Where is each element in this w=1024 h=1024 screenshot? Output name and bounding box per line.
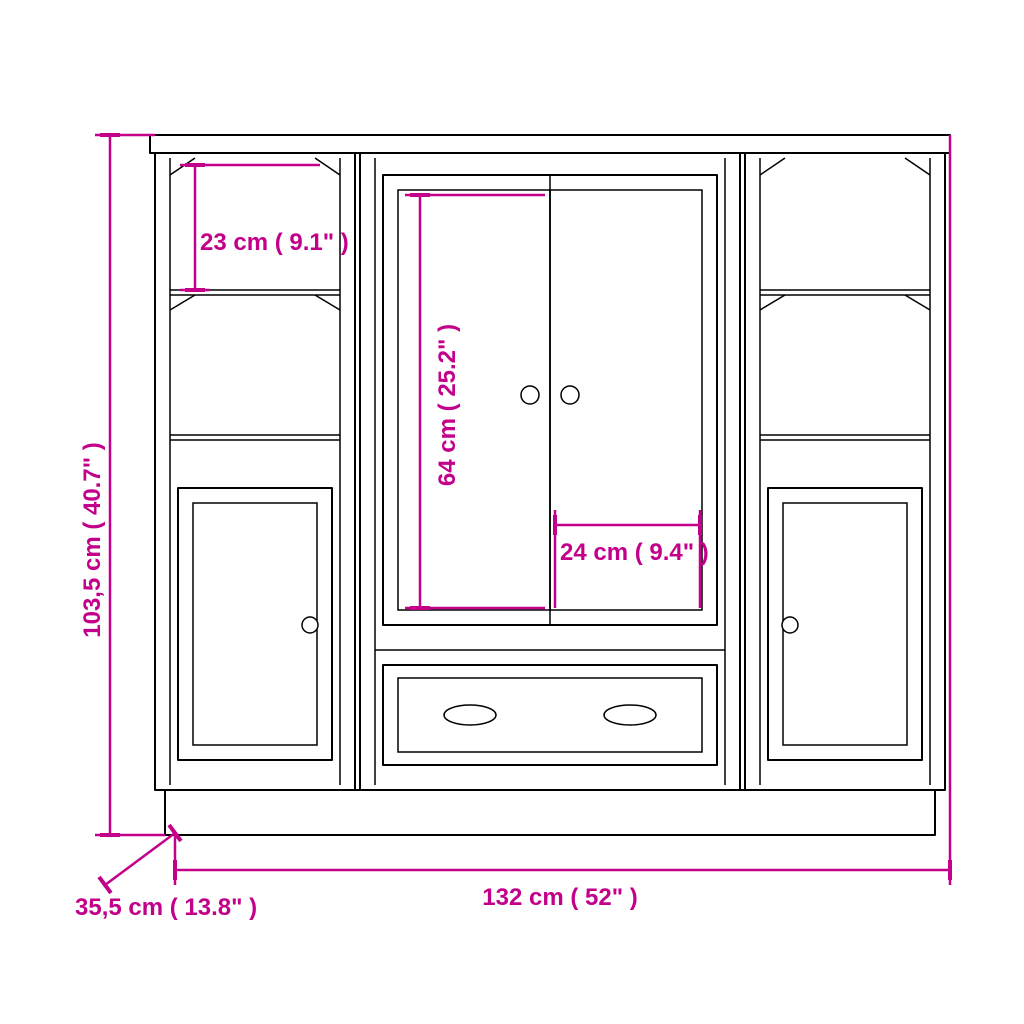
dim-door-w-label: 24 cm ( 9.4" )	[560, 539, 709, 566]
dim-width-label: 132 cm ( 52" )	[482, 884, 637, 911]
right-unit	[745, 153, 945, 790]
furniture-dimension-diagram: 103,5 cm ( 40.7" ) 23 cm ( 9.1" ) 64 cm …	[0, 0, 1024, 1024]
dim-shelf-h-label: 23 cm ( 9.1" )	[200, 229, 349, 256]
dim-depth-label-1: 35,5 cm ( 13.8" )	[75, 894, 257, 921]
dim-depth: 35,5 cm ( 13.8" )	[75, 833, 257, 921]
center-unit	[360, 153, 740, 790]
dim-height-label: 103,5 cm ( 40.7" )	[79, 442, 106, 638]
dim-door-h-label: 64 cm ( 25.2" )	[434, 324, 461, 486]
dim-height: 103,5 cm ( 40.7" )	[79, 135, 165, 835]
